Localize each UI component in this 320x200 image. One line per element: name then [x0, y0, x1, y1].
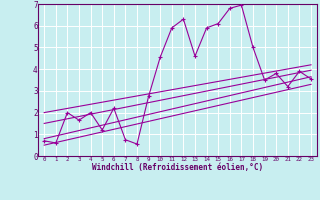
X-axis label: Windchill (Refroidissement éolien,°C): Windchill (Refroidissement éolien,°C)	[92, 163, 263, 172]
